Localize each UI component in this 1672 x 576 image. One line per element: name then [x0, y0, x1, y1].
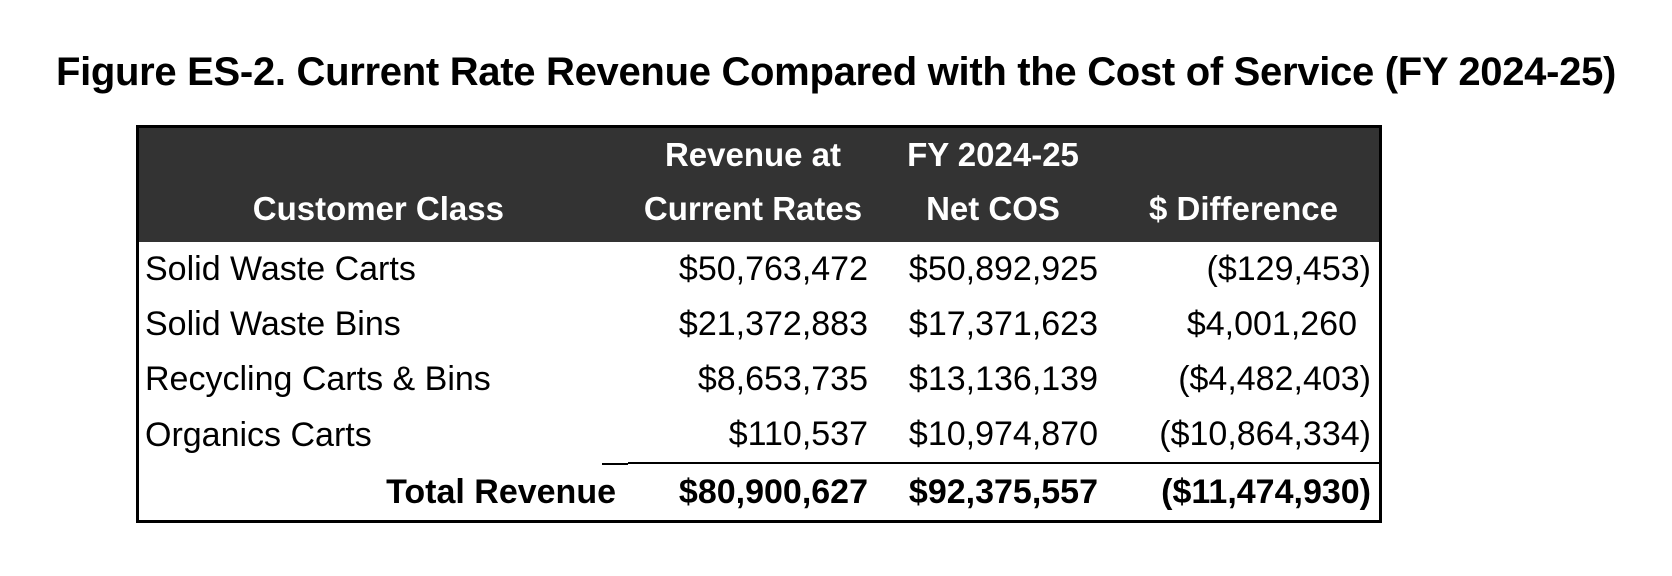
- total-label: Total Revenue: [139, 463, 628, 521]
- row-cos: $17,371,623: [908, 305, 1098, 343]
- row-cos: $13,136,139: [908, 360, 1098, 398]
- row-cos: $50,892,925: [908, 250, 1098, 288]
- row-label: Solid Waste Carts: [145, 250, 416, 288]
- row-label: Recycling Carts & Bins: [145, 360, 491, 398]
- row-label: Organics Carts: [145, 415, 372, 454]
- row-revenue: $50,763,472: [678, 250, 868, 288]
- header-difference: $ Difference: [1149, 190, 1338, 227]
- header-customer-class: Customer Class: [252, 190, 504, 227]
- total-revenue: $80,900,627: [628, 462, 878, 521]
- table-row: Recycling Carts & Bins $8,653,735 $13,13…: [139, 352, 1379, 407]
- row-revenue: $8,653,735: [697, 360, 868, 398]
- row-cos: $10,974,870: [908, 415, 1098, 453]
- revenue-comparison-table: Customer Class Revenue at Current Rates …: [139, 128, 1379, 521]
- row-revenue: $110,537: [728, 415, 868, 453]
- table-row: Solid Waste Bins $21,372,883 $17,371,623…: [139, 297, 1379, 352]
- figure-title: Figure ES-2. Current Rate Revenue Compar…: [55, 50, 1617, 94]
- header-revenue-line2: Current Rates: [643, 190, 863, 227]
- row-revenue: $21,372,883: [678, 305, 868, 343]
- header-revenue-current-rates: Revenue at Current Rates: [628, 128, 878, 242]
- row-difference: $4,001,260: [1186, 305, 1357, 343]
- row-label: Solid Waste Bins: [145, 305, 401, 343]
- table-row: Organics Carts $110,537 $10,974,870 ($10…: [139, 407, 1379, 463]
- row-difference: ($10,864,334): [1159, 415, 1371, 453]
- header-cos-line1: FY 2024-25: [907, 136, 1079, 173]
- row-difference: ($4,482,403): [1178, 360, 1371, 398]
- cost-of-service-table: Customer Class Revenue at Current Rates …: [136, 125, 1382, 523]
- total-difference: ($11,474,930): [1108, 462, 1379, 521]
- total-label-text: Total Revenue: [386, 472, 616, 511]
- table-row: Solid Waste Carts $50,763,472 $50,892,92…: [139, 242, 1379, 297]
- total-row: Total Revenue $80,900,627 $92,375,557 ($…: [139, 462, 1379, 521]
- total-cos: $92,375,557: [878, 462, 1108, 521]
- header-net-cos: FY 2024-25 Net COS: [878, 128, 1108, 242]
- total-rule-segment: [602, 463, 628, 465]
- header-revenue-line1: Revenue at: [664, 136, 842, 173]
- table-header-row: Customer Class Revenue at Current Rates …: [139, 128, 1379, 242]
- row-difference: ($129,453): [1206, 250, 1371, 288]
- header-cos-line2: Net COS: [926, 190, 1060, 227]
